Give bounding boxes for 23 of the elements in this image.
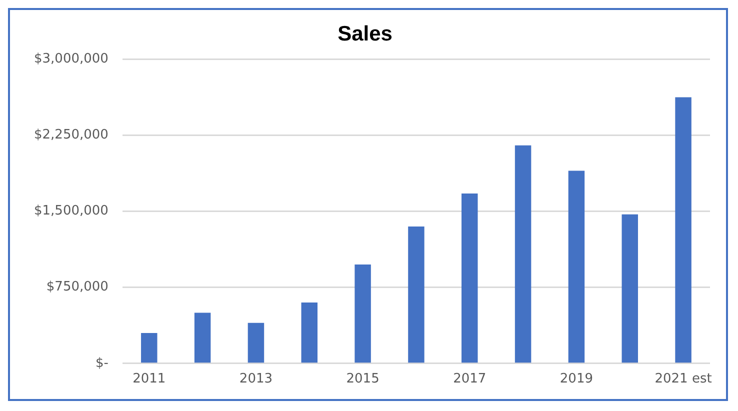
bar <box>408 226 424 363</box>
bar <box>354 264 371 363</box>
bar <box>141 332 158 363</box>
x-tick-label: 2017 <box>453 372 486 387</box>
y-tick-label: $1,500,000 <box>34 204 108 219</box>
y-tick-label: $2,250,000 <box>34 128 108 143</box>
bar <box>194 312 211 363</box>
y-tick-label: $3,000,000 <box>34 52 108 67</box>
bar <box>568 170 585 363</box>
y-tick-label: $- <box>95 356 109 371</box>
y-tick-label: $750,000 <box>46 280 108 295</box>
bar <box>248 322 264 363</box>
x-tick-label: 2015 <box>346 372 380 387</box>
x-tick-label: 2013 <box>239 372 273 387</box>
bar <box>301 302 318 363</box>
bar <box>462 194 478 363</box>
bar <box>622 214 638 363</box>
bar <box>675 97 692 363</box>
x-tick-label: 2011 <box>132 372 166 387</box>
chart-title: Sales <box>338 22 392 46</box>
x-tick-label: 2021 est <box>654 372 712 387</box>
bar <box>514 145 532 363</box>
x-tick-label: 2019 <box>560 372 594 387</box>
